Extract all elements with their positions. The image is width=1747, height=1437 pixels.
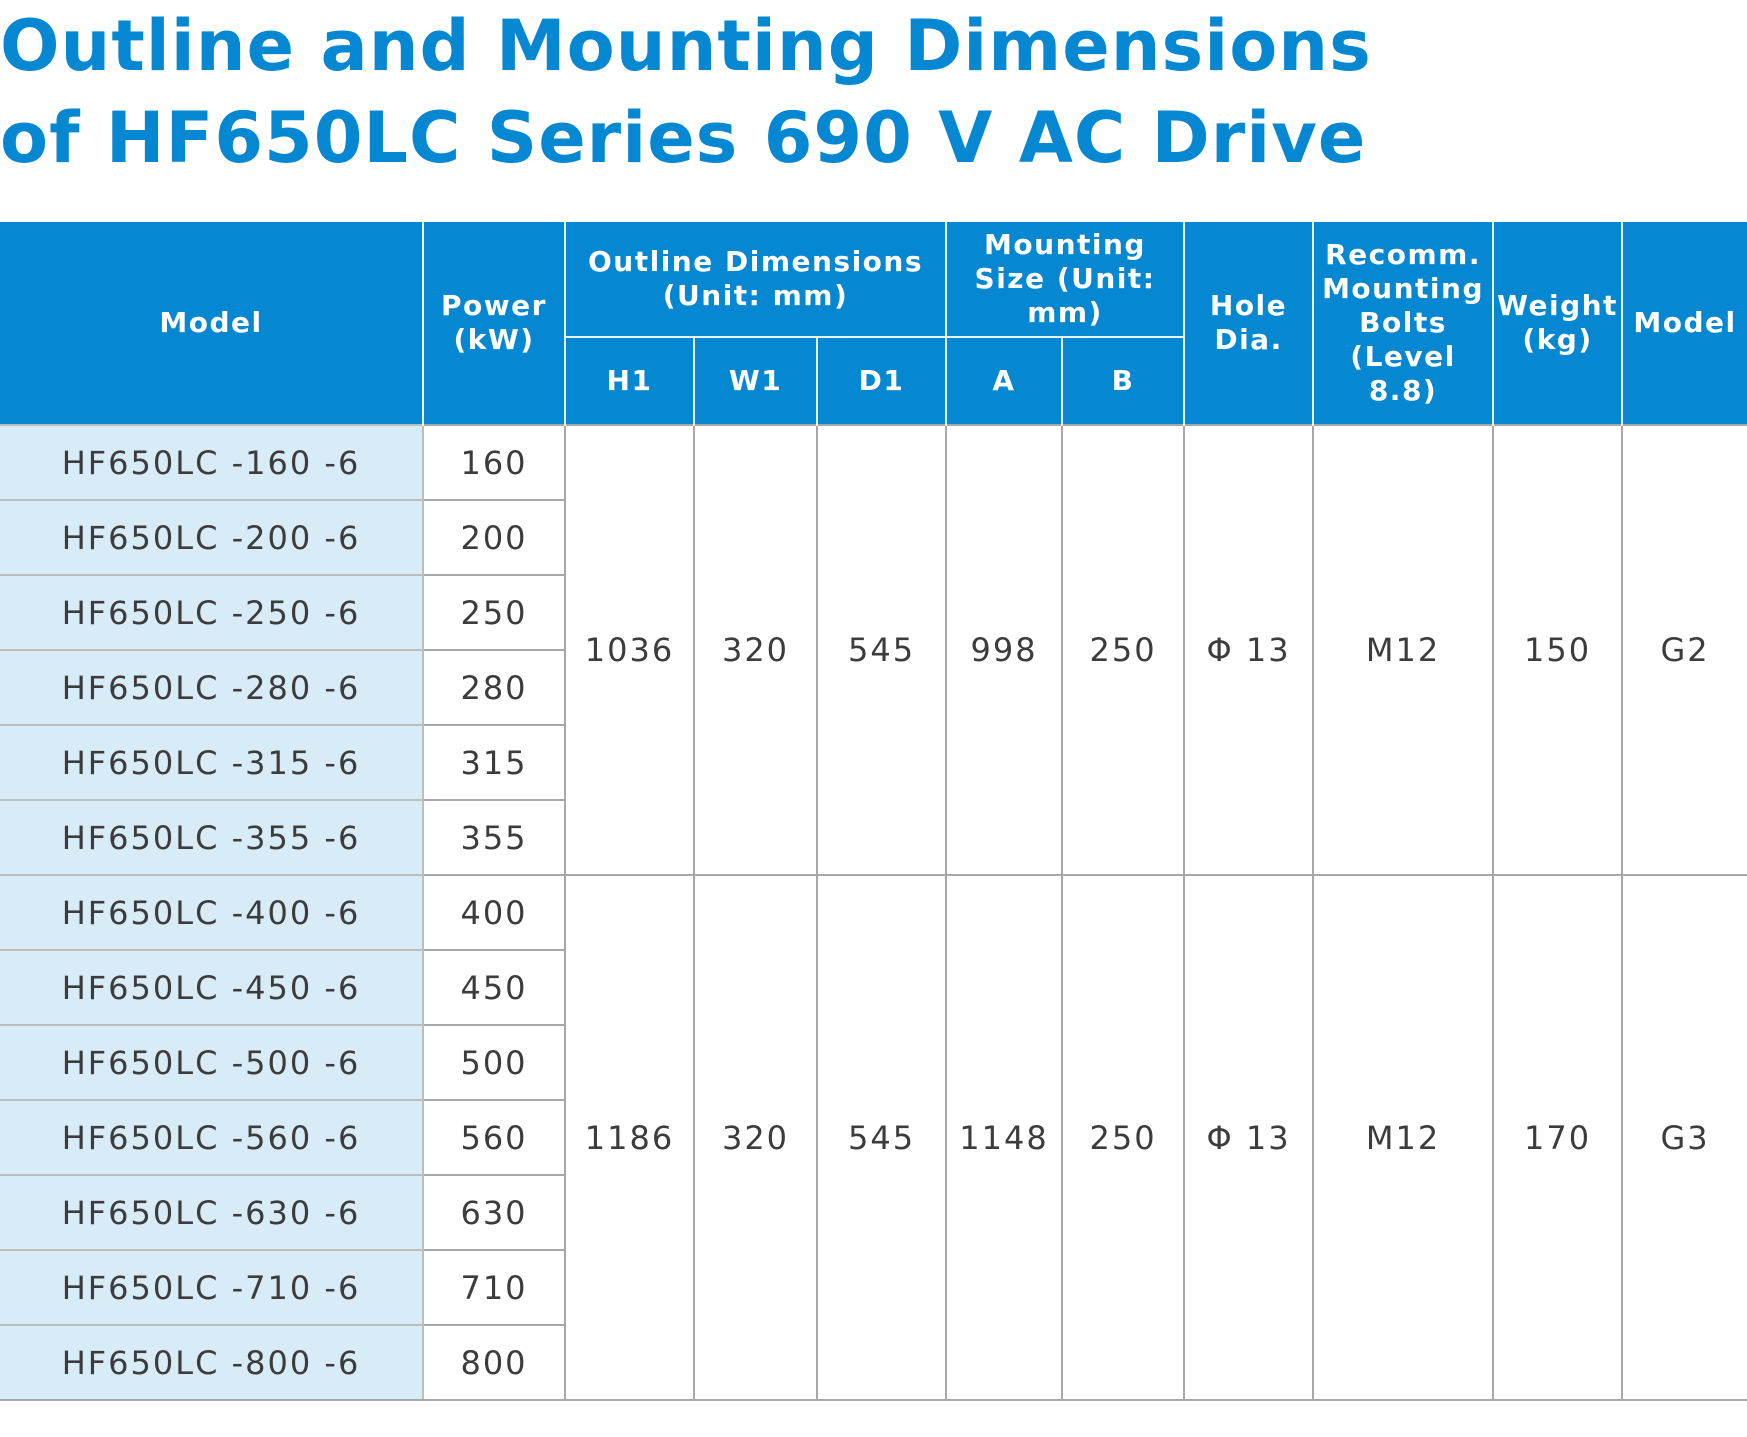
table-row: HF650LC -630 -6 630 — [0, 1174, 1747, 1251]
cell-b: 250 — [1061, 874, 1186, 1401]
cell-model: HF650LC -400 -6 — [0, 874, 424, 951]
dimensions-table: Model Power (kW) Outline Dimensions (Uni… — [0, 222, 1747, 1401]
table-row: HF650LC -355 -6 355 — [0, 799, 1747, 876]
cell-d1: 545 — [815, 874, 948, 1401]
cell-weight: 150 — [1492, 424, 1624, 876]
cell-power: 160 — [422, 424, 566, 501]
header-frame-model: Model — [1621, 222, 1747, 425]
table-row: HF650LC -710 -6 710 — [0, 1249, 1747, 1326]
table-row: HF650LC -450 -6 450 — [0, 949, 1747, 1026]
cell-model: HF650LC -160 -6 — [0, 424, 424, 501]
cell-power: 710 — [422, 1249, 566, 1326]
header-a: A — [945, 336, 1064, 425]
header-mounting-bolts: Recomm. Mounting Bolts (Level 8.8) — [1312, 222, 1495, 425]
cell-hole-diameter: Φ 13 — [1183, 874, 1315, 1401]
cell-frame-model: G3 — [1621, 874, 1747, 1401]
table-row: HF650LC -315 -6 315 — [0, 724, 1747, 801]
table-row: HF650LC -160 -6 160 1036 320 545 998 250… — [0, 424, 1747, 876]
cell-a: 998 — [945, 424, 1064, 876]
cell-model: HF650LC -630 -6 — [0, 1174, 424, 1251]
header-d1: D1 — [815, 336, 948, 425]
header-weight: Weight (kg) — [1492, 222, 1624, 425]
table-row: HF650LC -280 -6 280 — [0, 649, 1747, 726]
cell-power: 280 — [422, 649, 566, 726]
table-row: HF650LC -200 -6 200 — [0, 499, 1747, 576]
table-row: HF650LC -560 -6 560 — [0, 1099, 1747, 1176]
cell-model: HF650LC -355 -6 — [0, 799, 424, 876]
cell-power: 800 — [422, 1324, 566, 1401]
cell-model: HF650LC -800 -6 — [0, 1324, 424, 1401]
cell-power: 200 — [422, 499, 566, 576]
cell-power: 500 — [422, 1024, 566, 1101]
cell-model: HF650LC -200 -6 — [0, 499, 424, 576]
cell-weight: 170 — [1492, 874, 1624, 1401]
cell-model: HF650LC -280 -6 — [0, 649, 424, 726]
header-mounting-size: Mounting Size (Unit: mm) — [945, 222, 1186, 337]
cell-power: 250 — [422, 574, 566, 651]
cell-frame-model: G2 — [1621, 424, 1747, 876]
header-hole-diameter: Hole Dia. — [1183, 222, 1315, 425]
header-power: Power (kW) — [422, 222, 566, 425]
cell-model: HF650LC -500 -6 — [0, 1024, 424, 1101]
header-w1: W1 — [693, 336, 818, 425]
cell-b: 250 — [1061, 424, 1186, 876]
cell-mounting-bolts: M12 — [1312, 424, 1495, 876]
header-b: B — [1061, 336, 1186, 425]
header-h1: H1 — [564, 336, 695, 425]
cell-power: 630 — [422, 1174, 566, 1251]
table-row: HF650LC -800 -6 800 — [0, 1324, 1747, 1401]
page-title-line-1: Outline and Mounting Dimensions — [0, 5, 1372, 87]
page-title-line-2: of HF650LC Series 690 V AC Drive — [0, 97, 1367, 179]
cell-w1: 320 — [693, 424, 818, 876]
cell-power: 315 — [422, 724, 566, 801]
cell-hole-diameter: Φ 13 — [1183, 424, 1315, 876]
table-row: HF650LC -500 -6 500 — [0, 1024, 1747, 1101]
header-model: Model — [0, 222, 424, 425]
cell-h1: 1036 — [564, 424, 695, 876]
cell-h1: 1186 — [564, 874, 695, 1401]
table-row: HF650LC -400 -6 400 1186 320 545 1148 25… — [0, 874, 1747, 1401]
cell-a: 1148 — [945, 874, 1064, 1401]
cell-model: HF650LC -250 -6 — [0, 574, 424, 651]
page-title: Outline and Mounting Dimensions of HF650… — [0, 0, 1372, 184]
cell-model: HF650LC -450 -6 — [0, 949, 424, 1026]
cell-model: HF650LC -710 -6 — [0, 1249, 424, 1326]
cell-power: 560 — [422, 1099, 566, 1176]
cell-w1: 320 — [693, 874, 818, 1401]
cell-model: HF650LC -315 -6 — [0, 724, 424, 801]
cell-power: 450 — [422, 949, 566, 1026]
cell-power: 400 — [422, 874, 566, 951]
cell-power: 355 — [422, 799, 566, 876]
cell-mounting-bolts: M12 — [1312, 874, 1495, 1401]
table-row: HF650LC -250 -6 250 — [0, 574, 1747, 651]
header-outline-dimensions: Outline Dimensions (Unit: mm) — [563, 222, 948, 337]
cell-d1: 545 — [815, 424, 948, 876]
cell-model: HF650LC -560 -6 — [0, 1099, 424, 1176]
